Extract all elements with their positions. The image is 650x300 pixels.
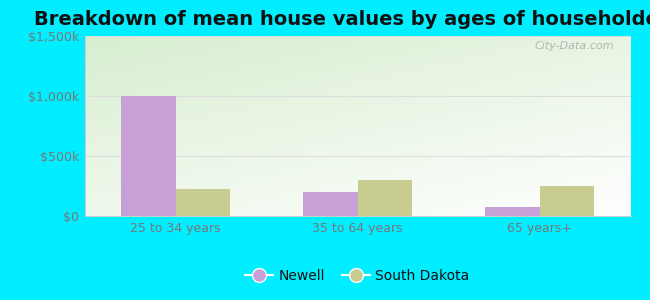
Bar (121, 96, 176, 216)
Bar (303, 192, 358, 216)
Bar (176, 189, 230, 216)
Text: City-Data.com: City-Data.com (534, 41, 614, 51)
Legend: Newell, South Dakota: Newell, South Dakota (240, 263, 475, 288)
Title: Breakdown of mean house values by ages of householders: Breakdown of mean house values by ages o… (34, 10, 650, 29)
Bar (540, 186, 594, 216)
Bar (485, 207, 540, 216)
Bar (358, 180, 412, 216)
